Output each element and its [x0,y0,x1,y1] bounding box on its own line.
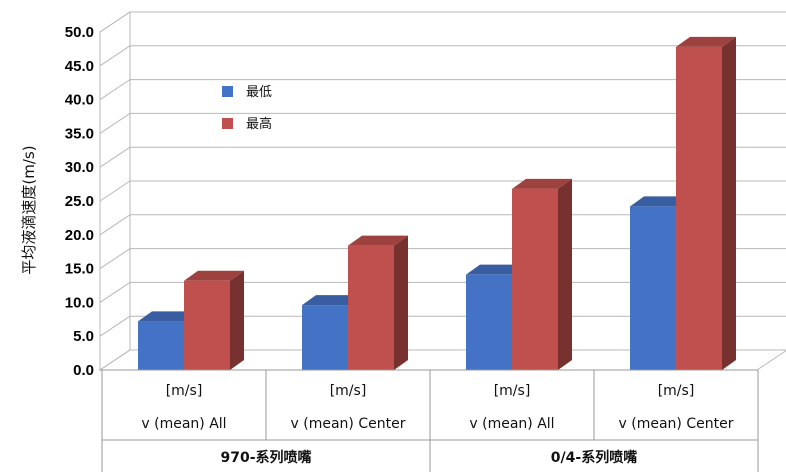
bars [138,36,736,370]
bar-top [466,264,526,275]
y-tick-label: 5.0 [73,328,94,345]
category-unit: [m/s] [330,383,367,399]
legend-swatch [222,86,233,97]
gridline-diagonal [99,45,131,67]
y-tick-label: 45.0 [65,58,94,75]
gridline-diagonal [99,214,131,236]
bar [348,235,408,370]
category-unit: [m/s] [658,383,695,399]
legend-label: 最高 [246,116,272,132]
bar-front [512,188,558,370]
gridline-diagonal [99,315,131,337]
bar-front [466,274,512,370]
category-label: v (mean) Center [619,416,734,432]
bar-side [722,36,736,370]
bar-front [348,245,394,370]
gridline-diagonal [99,281,131,303]
bar [184,270,244,370]
bar-side [230,270,244,370]
group-label: 0/4-系列喷嘴 [551,449,637,466]
y-axis-label: 平均液滴速度(m/s) [20,145,38,274]
y-tick-label: 20.0 [65,227,94,244]
bar-front [676,46,722,370]
bar-top [184,270,244,281]
bar-front [302,305,348,370]
bar-front [138,321,184,370]
y-tick-label: 15.0 [65,261,94,278]
y-tick-label: 25.0 [65,193,94,210]
bar-top [676,36,736,47]
y-tick-label: 30.0 [65,159,94,176]
bar-front [630,206,676,370]
legend-item: 最低 [222,85,272,100]
bar-top [302,295,362,306]
category-unit: [m/s] [166,383,203,399]
category-label: v (mean) Center [291,416,406,432]
gridline-diagonal [99,180,131,202]
category-unit: [m/s] [494,383,531,399]
group-label: 970-系列喷嘴 [220,449,311,466]
y-tick-label: 0.0 [73,362,94,379]
legend-item: 最高 [222,116,272,132]
x-axis-categories: [m/s] v (mean) All [m/s] v (mean) Center [m/… [100,369,759,472]
gridline-diagonal [99,112,131,134]
y-tick-label: 35.0 [65,125,94,142]
legend-swatch [222,118,233,129]
gridline-diagonal [99,79,131,101]
category-label: v (mean) All [469,416,554,432]
gridline-diagonal [99,146,131,168]
bar-top [630,196,690,207]
gridline-diagonal [99,349,131,371]
bar [676,36,736,370]
bar-front [184,280,230,370]
bar-top [512,178,572,189]
category-label: v (mean) All [141,416,226,432]
gridline-diagonal [99,248,131,270]
bar-side [558,178,572,370]
y-axis-ticks: 0.0 5.0 10.0 15.0 20.0 25.0 30.0 35.0 40.0 45.0 50… [65,24,94,379]
gridline-diagonal [99,11,131,33]
bar-side [394,235,408,370]
bar-top [348,235,408,246]
y-tick-label: 50.0 [65,24,94,41]
legend-label: 最低 [246,85,272,100]
bar [512,178,572,370]
bar-top [138,311,198,322]
y-tick-label: 10.0 [65,294,94,311]
y-tick-label: 40.0 [65,92,94,109]
